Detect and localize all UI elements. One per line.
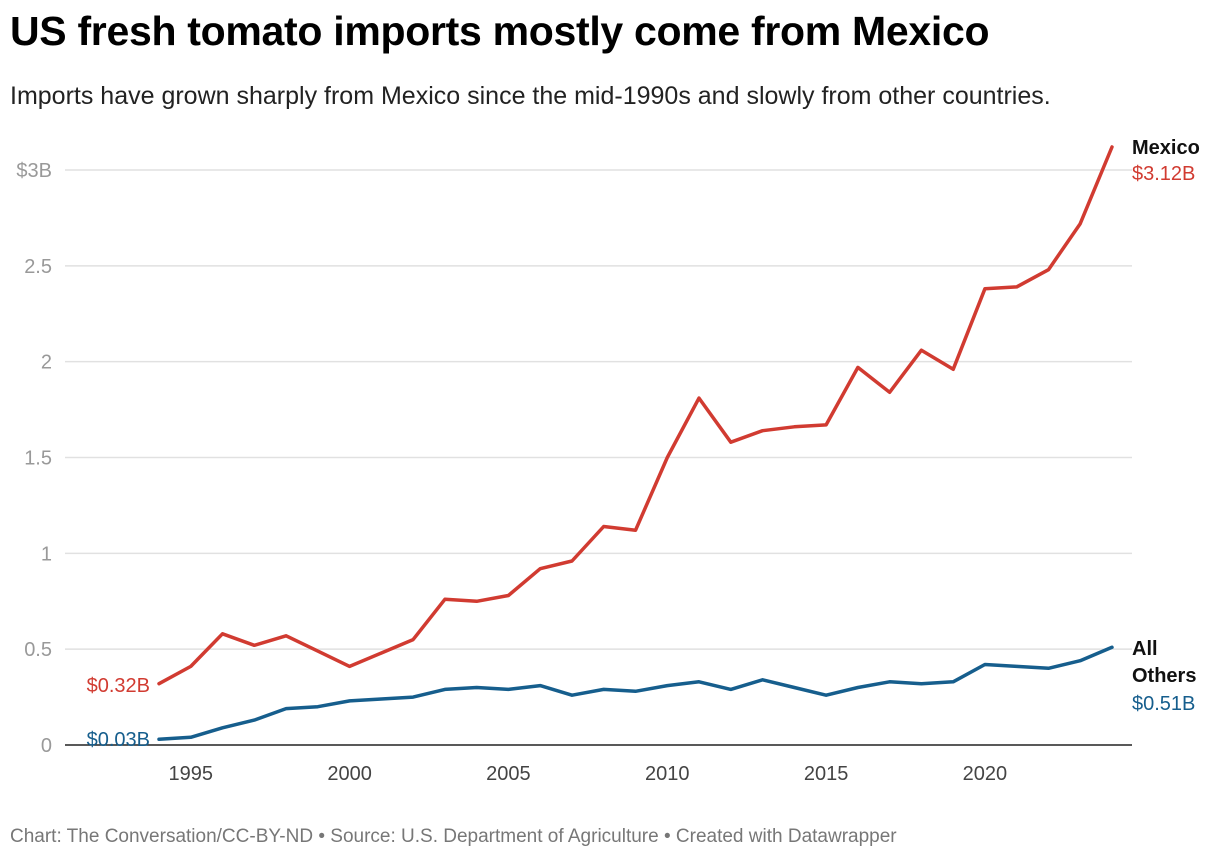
chart-subtitle: Imports have grown sharply from Mexico s…: [10, 82, 1051, 110]
x-tick-label: 2015: [804, 763, 849, 785]
all-others-series-line: [157, 645, 1114, 742]
all-others-series-label: All Others: [1132, 638, 1196, 687]
x-tick-label: 2005: [486, 763, 531, 785]
all-others-start-label: $0.03B: [87, 729, 150, 751]
y-tick-label: 2.5: [24, 256, 52, 278]
mexico-start-label: $0.32B: [87, 675, 150, 697]
y-tick-labels: 0 0.5 1 1.5 2 2.5 $3B: [16, 160, 52, 757]
mexico-series-line: [157, 145, 1114, 686]
x-tick-label: 2000: [327, 763, 372, 785]
x-tick-labels: 1995 2000 2005 2010 2015 2020: [169, 763, 1008, 785]
mexico-end-label: $3.12B: [1132, 163, 1195, 185]
chart-footer: Chart: The Conversation/CC-BY-ND • Sourc…: [10, 826, 897, 847]
all-others-label-line-2: Others: [1132, 665, 1196, 687]
chart-title: US fresh tomato imports mostly come from…: [10, 8, 990, 54]
y-tick-label: 2: [41, 352, 52, 374]
y-tick-label: $3B: [16, 160, 52, 182]
x-tick-label: 1995: [169, 763, 214, 785]
y-tick-label: 0: [41, 735, 52, 757]
y-tick-label: 0.5: [24, 639, 52, 661]
series-lines: [157, 145, 1114, 742]
y-tick-label: 1: [41, 543, 52, 565]
all-others-end-label: $0.51B: [1132, 693, 1195, 715]
grid-lines: [65, 169, 1132, 650]
x-tick-label: 2020: [963, 763, 1008, 785]
all-others-label-line-1: All: [1132, 638, 1158, 660]
y-tick-label: 1.5: [24, 448, 52, 470]
x-tick-label: 2010: [645, 763, 690, 785]
mexico-series-label: Mexico: [1132, 137, 1200, 159]
